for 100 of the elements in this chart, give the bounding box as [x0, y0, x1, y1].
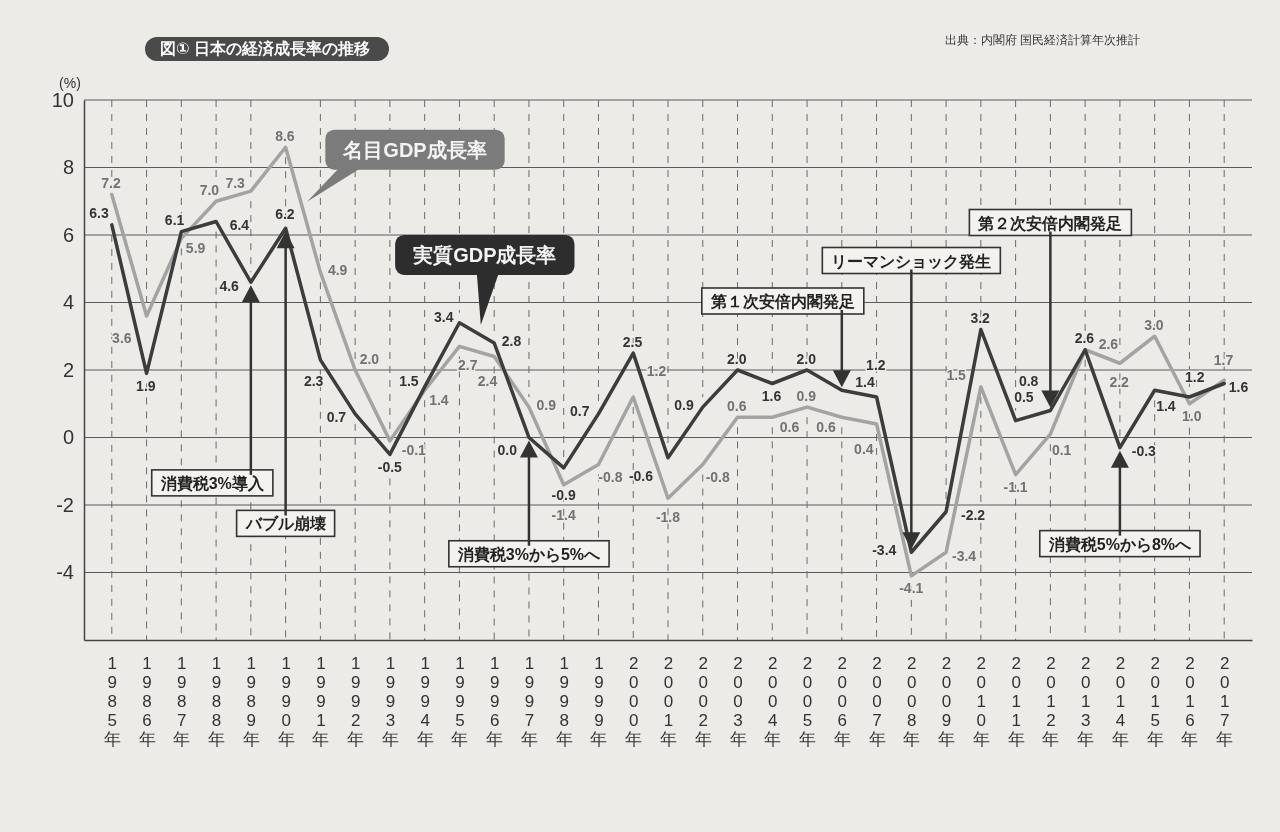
data-label: 1.7	[1213, 351, 1234, 368]
data-label: 6.4	[229, 217, 250, 233]
data-label: 8.6	[275, 127, 295, 144]
data-label: 2.7	[457, 356, 478, 373]
data-label: 2.0	[727, 350, 747, 367]
x-tick-label: 2005年	[799, 654, 817, 750]
data-label: -0.9	[551, 487, 576, 504]
chart-title: 図① 日本の経済成長率の推移	[160, 39, 370, 57]
x-tick-label: 2002年	[694, 654, 712, 750]
annotation: 消費税3%導入	[159, 474, 265, 492]
data-label: -2.2	[960, 507, 986, 524]
x-tick-label: 1991年	[312, 654, 330, 750]
x-tick-label: 2016年	[1181, 654, 1199, 750]
data-label: 6.2	[275, 205, 295, 222]
x-tick-label: 1988年	[208, 654, 226, 750]
x-tick-label: 2010年	[972, 654, 990, 750]
x-tick-label: 1997年	[520, 654, 538, 750]
x-tick-label: 2013年	[1077, 654, 1095, 750]
data-label: 0.7	[326, 409, 347, 426]
y-tick-label: 4	[62, 291, 74, 314]
y-axis-title: (%)	[59, 75, 81, 91]
data-label: 1.4	[1156, 397, 1176, 414]
data-label: 3.2	[970, 310, 991, 326]
x-tick-label: 2006年	[833, 654, 851, 750]
y-tick-label: 0	[62, 426, 74, 449]
x-tick-label: 2014年	[1111, 654, 1129, 750]
x-tick-label: 1986年	[138, 654, 156, 750]
data-label: -3.4	[951, 547, 977, 564]
data-label: 5.9	[185, 239, 206, 256]
x-tick-label: 1987年	[173, 654, 191, 750]
y-tick-label: 2	[62, 358, 74, 381]
x-tick-label: 2004年	[764, 654, 782, 750]
data-label: 2.4	[477, 373, 498, 389]
x-tick-label: 2007年	[868, 654, 886, 750]
data-label: 2.0	[796, 350, 817, 367]
data-label: 1.6	[1228, 379, 1249, 395]
annotation: 消費税5%から8%へ	[1047, 535, 1193, 553]
data-label: 0.6	[779, 418, 800, 435]
x-tick-label: 2009年	[938, 654, 956, 750]
y-tick-label: -2	[56, 493, 74, 516]
x-tick-label: 1995年	[451, 654, 469, 750]
data-label: 2.6	[1074, 330, 1095, 347]
data-label: 2.3	[303, 373, 324, 390]
data-label: 1.5	[946, 367, 967, 384]
data-label: -0.8	[598, 469, 623, 485]
data-label: 7.3	[225, 174, 246, 191]
data-label: -3.4	[872, 541, 897, 558]
data-label: 1.4	[855, 373, 876, 390]
x-tick-label: 1990年	[277, 654, 295, 750]
x-tick-label: 1999年	[590, 654, 608, 750]
data-label: 1.0	[1181, 408, 1202, 425]
x-tick-label: 1994年	[416, 654, 434, 750]
data-label: 2.0	[359, 350, 380, 367]
annotation: 第１次安倍内閣発足	[709, 292, 855, 310]
data-label: 4.6	[219, 277, 240, 294]
data-label: 0.6	[816, 418, 837, 435]
data-label: 0.9	[674, 396, 694, 413]
x-tick-label: 2012年	[1042, 654, 1060, 750]
y-tick-label: 8	[62, 156, 74, 179]
data-label: -0.6	[628, 468, 654, 485]
x-tick-label: 2000年	[625, 654, 643, 750]
source-note: 出典：内閣府 国民経済計算年次推計	[944, 33, 1140, 47]
data-label: -0.8	[705, 469, 730, 485]
data-label: 0.0	[497, 442, 518, 458]
y-tick-label: -4	[56, 561, 74, 584]
data-label: -1.1	[1003, 479, 1028, 496]
data-label: 1.4	[429, 391, 449, 408]
x-tick-label: 2001年	[660, 654, 677, 750]
data-label: 7.0	[199, 181, 220, 198]
data-label: 0.8	[1018, 373, 1039, 389]
data-label: 0.6	[727, 397, 747, 414]
data-label: -4.1	[899, 580, 924, 597]
data-label: -1.4	[551, 507, 576, 524]
data-label: 2.8	[501, 332, 522, 349]
x-tick-label: 2015年	[1146, 654, 1164, 750]
annotation: リーマンショック発生	[831, 252, 992, 270]
annotation: 消費税3%から5%へ	[456, 545, 602, 563]
x-tick-label: 2008年	[903, 654, 921, 750]
data-label: 1.6	[761, 388, 782, 404]
data-label: 3.4	[433, 309, 454, 326]
data-label: 0.9	[796, 387, 817, 404]
x-tick-label: 2003年	[729, 654, 747, 750]
data-label: 2.2	[1109, 373, 1130, 390]
data-label: 0.1	[1051, 441, 1072, 458]
x-tick-label: 2017年	[1216, 654, 1234, 750]
data-label: 1.9	[136, 377, 156, 394]
text: 名目GDP成長率	[342, 138, 487, 161]
data-label: 3.6	[112, 329, 132, 346]
data-label: 7.2	[101, 175, 122, 191]
y-tick-label: 6	[62, 223, 74, 246]
data-label: -0.1	[401, 442, 427, 459]
x-tick-label: 1998年	[555, 654, 573, 750]
x-tick-label: 1996年	[486, 654, 504, 750]
data-label: 0.7	[570, 403, 590, 420]
data-label: 3.0	[1144, 316, 1164, 333]
annotation: 第２次安倍内閣発足	[977, 213, 1123, 232]
data-label: 0.4	[854, 440, 874, 457]
data-label: 6.3	[89, 205, 110, 222]
data-label: 4.9	[327, 261, 348, 278]
annotation: バブル崩壊	[244, 515, 326, 533]
